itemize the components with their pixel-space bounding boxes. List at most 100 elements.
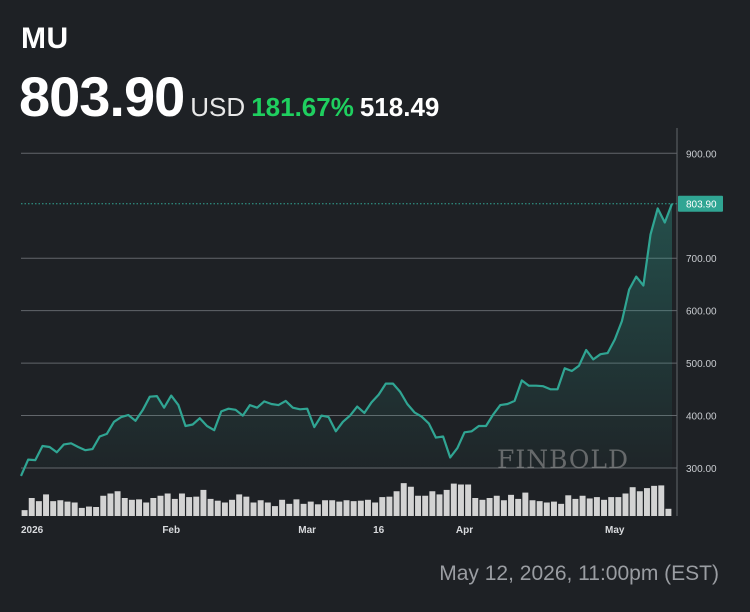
x-tick-label: Mar: [298, 525, 316, 536]
volume-bar: [35, 501, 42, 516]
volume-bar: [529, 500, 536, 516]
volume-bar: [400, 483, 407, 516]
last-price-marker: 803.90: [21, 195, 723, 212]
volume-bar: [615, 497, 622, 516]
volume-bar: [186, 497, 193, 516]
volume-bar: [314, 504, 321, 516]
x-tick-label: Feb: [162, 525, 180, 536]
volume-bar: [586, 498, 593, 516]
volume-bar: [21, 510, 28, 516]
volume-bar: [293, 499, 300, 516]
volume-bar: [515, 498, 522, 516]
volume-bar: [601, 499, 608, 516]
volume-bar: [422, 495, 429, 516]
volume-bar: [307, 501, 314, 516]
volume-bar: [593, 497, 600, 516]
volume-bar: [257, 500, 264, 516]
volume-bar: [221, 502, 228, 516]
volume-bar: [543, 502, 550, 516]
volume-bar: [71, 502, 78, 516]
volume-bar: [393, 491, 400, 516]
volume-bar: [429, 491, 436, 516]
volume-bar: [407, 486, 414, 516]
volume-bar: [200, 489, 207, 516]
quote-row: 803.90 USD 181.67% 518.49: [19, 64, 439, 129]
volume-bar: [322, 500, 329, 516]
volume-bar: [264, 502, 271, 516]
volume-bar: [236, 494, 243, 516]
volume-bar: [372, 502, 379, 516]
x-tick-label: 2026: [21, 525, 44, 536]
volume-bar: [64, 501, 71, 516]
x-tick-label: Apr: [456, 525, 473, 536]
volume-bar: [415, 495, 422, 516]
ticker-symbol: MU: [21, 22, 69, 55]
volume-bar: [472, 498, 479, 516]
volume-bar: [207, 498, 214, 516]
volume-bar: [78, 507, 85, 516]
volume-bar: [364, 499, 371, 516]
volume-bar: [93, 507, 100, 516]
volume-bar: [486, 498, 493, 516]
volume-bar: [107, 493, 114, 516]
y-tick-label: 600.00: [686, 307, 717, 318]
current-price: 803.90: [19, 65, 185, 128]
y-tick-label: 400.00: [686, 412, 717, 423]
volume-bar: [171, 498, 178, 516]
volume-bar: [629, 487, 636, 516]
volume-bar: [178, 493, 185, 516]
volume-bar: [665, 508, 672, 516]
volume-bar: [250, 502, 257, 516]
volume-bar: [622, 493, 629, 516]
finbold-watermark: FINBOLD: [497, 445, 630, 474]
last-price-tag: [678, 195, 723, 212]
y-tick-label: 700.00: [686, 254, 717, 265]
volume-bar: [279, 499, 286, 516]
price-area-fill: [21, 203, 672, 476]
last-price-label: 803.90: [686, 200, 717, 211]
volume-bar: [243, 496, 250, 516]
currency-label: USD: [190, 92, 246, 122]
price-area: [21, 203, 672, 476]
volume-bar: [286, 503, 293, 516]
volume-bar: [443, 489, 450, 516]
volume-bar: [121, 498, 128, 516]
volume-bar: [229, 499, 236, 516]
volume-bar: [379, 497, 386, 516]
absolute-change: 518.49: [359, 92, 440, 122]
volume-bar: [643, 488, 650, 516]
x-tick-label: May: [605, 525, 625, 536]
volume-bar: [608, 497, 615, 516]
volume-bar: [350, 501, 357, 516]
volume-bar: [100, 495, 107, 516]
volume-bar: [522, 492, 529, 516]
volume-bar: [500, 500, 507, 516]
volume-bar: [536, 501, 543, 516]
volume-bar: [164, 493, 171, 516]
x-tick-label: 16: [373, 525, 385, 536]
x-axis-labels: 2026 Feb Mar 16 Apr May: [21, 525, 625, 536]
volume-bar: [50, 501, 57, 516]
volume-bar: [436, 494, 443, 516]
volume-bar: [357, 500, 364, 516]
y-tick-label: 300.00: [686, 464, 717, 475]
volume-bar: [651, 485, 658, 516]
volume-bar: [457, 484, 464, 516]
volume-bar: [336, 501, 343, 516]
timestamp: May 12, 2026, 11:00pm (EST): [439, 562, 719, 585]
volume-bar: [300, 503, 307, 516]
volume-bar: [658, 485, 665, 516]
volume-bar: [57, 500, 64, 516]
volume-bar: [128, 499, 135, 516]
volume-bar: [550, 501, 557, 516]
volume-bar: [157, 495, 164, 516]
volume-bar: [558, 503, 565, 516]
volume-bar: [150, 498, 157, 516]
y-tick-label: 900.00: [686, 149, 717, 160]
volume-bars: [21, 483, 672, 516]
y-axis-labels: 900.00 700.00 600.00 500.00 400.00 300.00: [686, 149, 717, 475]
volume-bar: [136, 499, 143, 516]
volume-bar: [343, 500, 350, 516]
volume-bar: [271, 506, 278, 516]
volume-bar: [465, 484, 472, 516]
